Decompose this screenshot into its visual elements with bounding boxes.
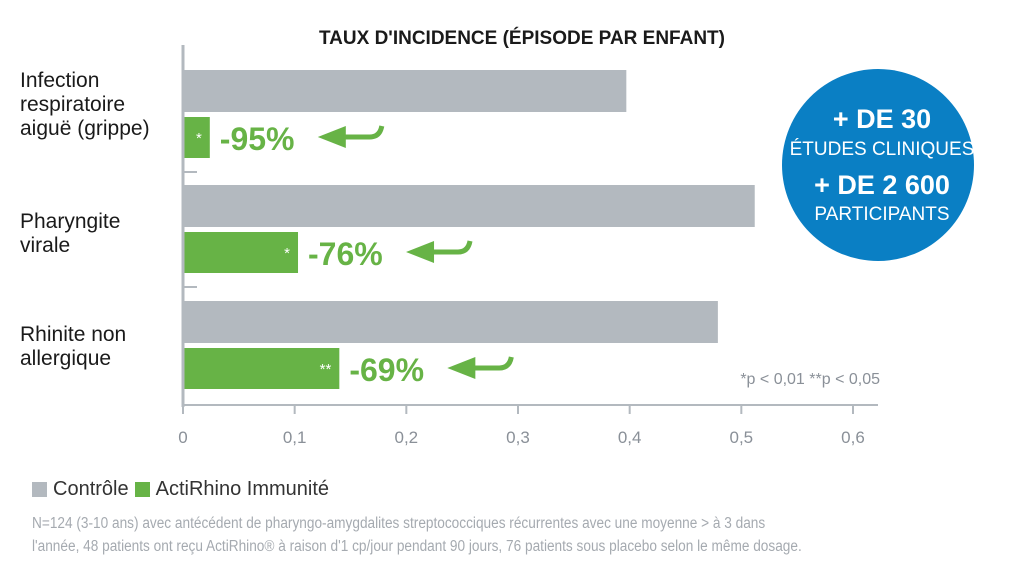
- arrow-tail: [473, 356, 514, 371]
- x-tick-label: 0,2: [395, 428, 419, 447]
- arrow-icon: [317, 126, 346, 148]
- badge-line2: ÉTUDES CLINIQUES: [790, 139, 975, 160]
- badge-line4: PARTICIPANTS: [814, 204, 949, 225]
- x-tick-label: 0,4: [618, 428, 642, 447]
- category-label: respiratoire: [20, 93, 125, 116]
- x-tick-label: 0,3: [506, 428, 530, 447]
- bar-control: [183, 185, 755, 227]
- study-note-line1: N=124 (3-10 ans) avec antécédent de phar…: [32, 515, 766, 532]
- bar-actirhino: [183, 117, 210, 158]
- study-note-line2: l'année, 48 patients ont reçu ActiRhino®…: [32, 538, 802, 555]
- category-label: Rhinite non: [20, 323, 126, 346]
- significance-marker: *: [196, 130, 202, 147]
- reduction-label: -95%: [220, 121, 295, 157]
- legend-label-actirhino: ActiRhino Immunité: [155, 478, 330, 500]
- bar-actirhino: [183, 348, 340, 389]
- bar-control: [183, 70, 627, 112]
- x-tick-label: 0: [178, 428, 187, 447]
- legend: Contrôle ActiRhino Immunité: [32, 478, 329, 501]
- legend-label-control: Contrôle: [53, 478, 129, 500]
- reduction-label: -69%: [349, 352, 424, 388]
- category-label: Infection: [20, 69, 99, 92]
- arrow-icon: [406, 241, 435, 263]
- reduction-label: -76%: [308, 236, 383, 272]
- bar-actirhino: [183, 232, 299, 273]
- x-tick-label: 0,1: [283, 428, 307, 447]
- arrow-tail: [432, 240, 473, 255]
- category-label: Pharyngite: [20, 210, 120, 233]
- chart-title: TAUX D'INCIDENCE (ÉPISODE PAR ENFANT): [319, 27, 725, 49]
- badge-line3: + DE 2 600: [814, 170, 950, 200]
- significance-footnote: *p < 0,01 **p < 0,05: [740, 371, 880, 388]
- significance-marker: **: [320, 361, 332, 378]
- legend-swatch-control: [32, 482, 47, 497]
- badge: + DE 30 ÉTUDES CLINIQUES + DE 2 600 PART…: [782, 69, 974, 261]
- category-label: allergique: [20, 347, 111, 370]
- badge-line1: + DE 30: [833, 104, 931, 134]
- x-tick-label: 0,5: [730, 428, 754, 447]
- arrow-icon: [447, 357, 476, 379]
- category-label: aiguë (grippe): [20, 117, 150, 140]
- legend-swatch-actirhino: [134, 482, 150, 497]
- arrow-tail: [343, 125, 385, 140]
- significance-marker: *: [284, 245, 290, 262]
- bar-control: [183, 301, 718, 343]
- x-tick-label: 0,6: [841, 428, 865, 447]
- category-label: virale: [20, 234, 70, 257]
